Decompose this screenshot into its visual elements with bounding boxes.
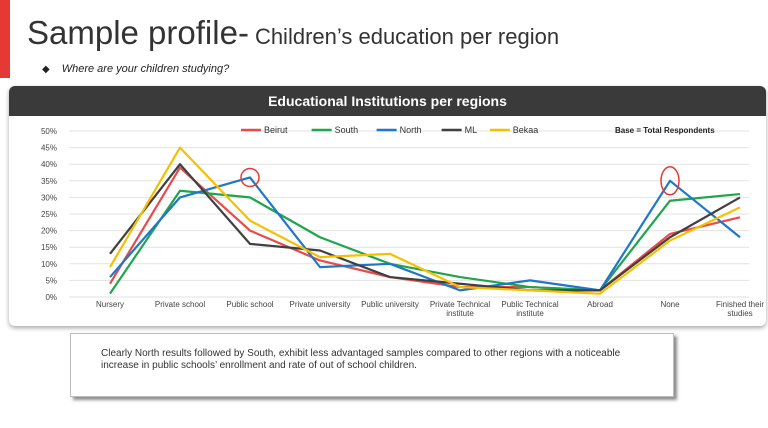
legend-label-bekaa: Bekaa [513,125,539,135]
y-tick-label: 45% [41,144,57,153]
series-line-north [109,176,741,292]
x-tick-label: Public Technical institute [501,300,558,318]
y-tick-label: 0% [45,293,57,302]
accent-bar [0,0,10,78]
question-text: Where are your children studying? [61,63,230,75]
y-tick-label: 30% [41,193,57,202]
legend-label-ml: ML [465,125,478,135]
summary-note: Clearly North results followed by South,… [70,333,674,397]
x-tick-label: Private school [155,300,205,309]
question-line: ◆ Where are your children studying? [42,63,229,75]
y-tick-label: 15% [41,243,57,252]
chart-panel: Educational Institutions per regions 0% 5… [9,86,766,326]
y-tick-label: 35% [41,177,57,186]
diamond-bullet-icon: ◆ [42,64,50,75]
x-tick-label: None [660,300,680,309]
highlight-circle [240,167,260,188]
y-tick-label: 10% [41,260,57,269]
legend-label-beirut: Beirut [264,125,288,135]
y-tick-label: 5% [45,276,57,285]
base-note: Base = Total Respondents [615,126,715,135]
x-tick-label: Public school [226,300,273,309]
legend-label-south: South [335,125,359,135]
y-tick-label: 50% [41,127,57,136]
summary-text: Clearly North results followed by South,… [101,348,621,371]
y-tick-label: 25% [41,210,57,219]
x-tick-label: Public university [361,300,419,309]
legend-label-north: North [400,125,422,135]
series-line-bekaa [109,146,741,295]
chart-header: Educational Institutions per regions [9,86,766,116]
series-line-beirut [109,166,741,292]
x-tick-label: Private university [290,300,351,309]
highlight-circle [660,166,680,196]
y-tick-label: 20% [41,227,57,236]
x-tick-label: Abroad [587,300,613,309]
title-main: Sample profile- [27,14,249,51]
x-tick-label: Private Technical institute [430,300,491,318]
title-sub: Children’s education per region [254,24,560,49]
x-tick-label: Finished their studies [716,300,764,318]
series-line-ml [109,163,741,292]
page-title: Sample profile- Children’s education per … [27,14,559,52]
x-tick-label: Nursery [96,300,124,309]
y-tick-label: 40% [41,160,57,169]
line-chart: 0% 5% 10% 15% 20% 25% 30% 35% 40% 45% 50% Nursery Pr… [41,125,764,318]
